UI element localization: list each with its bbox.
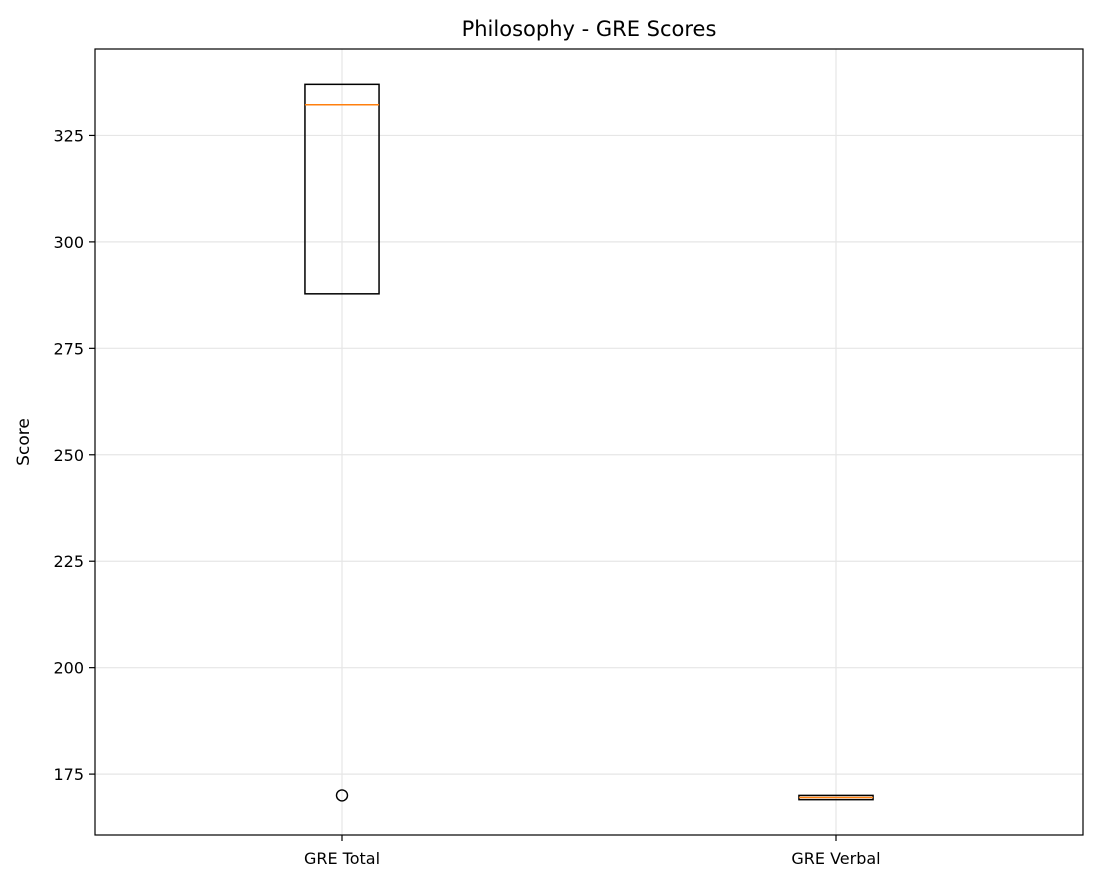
y-axis-label: Score [14,418,34,466]
y-tick-label: 275 [53,339,84,358]
box-iqr [304,83,380,295]
x-tick-label: GRE Verbal [791,849,880,868]
chart-title: Philosophy - GRE Scores [462,17,717,41]
y-tick-label: 300 [53,233,84,252]
boxes-layer [304,83,874,802]
y-axis-ticks: 175 200 225 250 275 300 325 [53,126,95,784]
x-tick-label: GRE Total [304,849,380,868]
box-group [798,794,874,801]
y-tick-label: 200 [53,659,84,678]
y-tick-label: 225 [53,552,84,571]
y-tick-label: 175 [53,765,84,784]
grid-lines [95,49,1083,835]
y-tick-label: 325 [53,126,84,145]
box-group [304,83,380,802]
outlier-point [335,789,349,802]
x-axis-ticks: GRE Total GRE Verbal [304,835,881,868]
axes-frame [94,48,1084,836]
y-tick-label: 250 [53,446,84,465]
